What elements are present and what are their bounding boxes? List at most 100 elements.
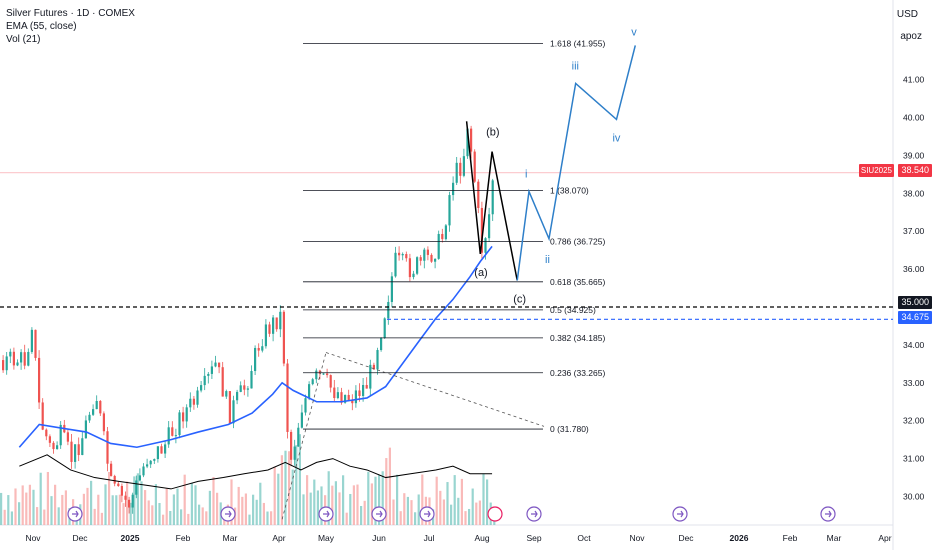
volume-bar <box>320 486 323 525</box>
volume-bar <box>154 484 157 525</box>
candle-body <box>473 151 476 182</box>
impulse-wave-label: v <box>631 26 637 38</box>
candle-body <box>232 400 235 424</box>
current-price-tag: 38.540 <box>898 164 932 177</box>
candle-body <box>23 352 26 366</box>
volume-bar <box>262 502 265 525</box>
candle-body <box>185 407 188 422</box>
candle-body <box>344 394 347 403</box>
candle-body <box>120 486 123 496</box>
candle-body <box>228 391 231 424</box>
candle-body <box>336 392 339 399</box>
volume-bar <box>266 511 269 525</box>
fib-label: 0.618 (35.665) <box>550 277 605 287</box>
candle-body <box>84 420 87 439</box>
candle-body <box>131 494 134 508</box>
candle-body <box>5 356 8 371</box>
candle-body <box>16 362 19 366</box>
volume-bar <box>165 488 168 525</box>
volume-bar <box>57 507 60 525</box>
candle-body <box>70 441 73 462</box>
volume-bar <box>100 512 103 525</box>
candle-body <box>102 413 105 432</box>
ema-indicator-label[interactable]: EMA (55, close) <box>6 21 77 32</box>
candle-body <box>34 329 37 358</box>
volume-bar <box>140 481 143 525</box>
x-tick-label: Apr <box>272 533 285 543</box>
y-tick-label: 30.00 <box>903 492 925 502</box>
candle-body <box>117 483 120 487</box>
triangle-line <box>281 352 327 520</box>
candle-body <box>135 480 138 495</box>
candle-body <box>207 373 210 376</box>
candle-body <box>293 446 296 460</box>
volume-bar <box>244 493 247 525</box>
symbol-price-tag: SIU2025 <box>858 164 894 177</box>
volume-bar <box>464 511 467 525</box>
y-tick-label: 40.00 <box>903 113 925 123</box>
candle-body <box>38 357 41 403</box>
candle-body <box>318 370 321 374</box>
candle-body <box>401 254 404 256</box>
volume-bar <box>97 494 100 525</box>
candle-body <box>192 398 195 405</box>
volume-bar <box>183 474 186 525</box>
candle-body <box>272 317 275 334</box>
volume-bar <box>270 511 273 525</box>
x-tick-label: 2025 <box>121 533 140 543</box>
volume-bar <box>460 478 463 525</box>
event-arrow-icon <box>677 510 684 518</box>
candle-body <box>221 367 224 397</box>
candle-body <box>459 162 462 176</box>
event-arrow-icon <box>323 510 330 518</box>
volume-bar <box>396 474 399 525</box>
candle-body <box>416 257 419 274</box>
candle-body <box>448 195 451 226</box>
candle-body <box>264 324 267 347</box>
volume-bar <box>273 466 276 525</box>
candle-body <box>196 390 199 405</box>
volume-bar <box>104 484 107 525</box>
event-arrow-icon <box>376 510 383 518</box>
volume-bar <box>468 508 471 525</box>
symbol-title[interactable]: Silver Futures · 1D · COMEX <box>6 8 135 19</box>
volume-bar <box>90 480 93 525</box>
volume-bar <box>453 475 456 525</box>
candle-body <box>182 412 185 422</box>
candle-body <box>441 233 444 240</box>
candle-body <box>236 391 239 401</box>
candle-body <box>88 414 91 421</box>
candle-body <box>333 387 336 399</box>
volume-bar <box>259 482 262 525</box>
volume-bar <box>345 512 348 525</box>
volume-bar <box>25 492 28 525</box>
y-tick-label: 31.00 <box>903 454 925 464</box>
candle-body <box>282 311 285 364</box>
candle-body <box>254 347 257 371</box>
candle-body <box>81 438 84 456</box>
candle-body <box>203 375 206 386</box>
volume-bar <box>446 482 449 525</box>
x-tick-label: May <box>318 533 335 543</box>
abc-wave-label: (a) <box>474 267 487 279</box>
volume-bar <box>126 481 129 525</box>
candle-body <box>95 400 98 410</box>
candle-body <box>250 370 253 389</box>
candle-body <box>462 156 465 176</box>
candle-body <box>52 442 55 450</box>
volume-bar <box>381 471 384 525</box>
candle-body <box>239 385 242 392</box>
volume-indicator-label[interactable]: Vol (21) <box>6 34 41 45</box>
candle-body <box>77 444 80 456</box>
y-tick-label: 34.00 <box>903 340 925 350</box>
volume-bar <box>475 502 478 525</box>
candle-body <box>351 399 354 404</box>
volume-bar <box>115 495 118 525</box>
candle-body <box>477 181 480 208</box>
currency-label[interactable]: USD <box>896 9 918 20</box>
volume-bar <box>482 473 485 525</box>
volume-bar <box>0 492 3 525</box>
volume-bar <box>406 496 409 525</box>
